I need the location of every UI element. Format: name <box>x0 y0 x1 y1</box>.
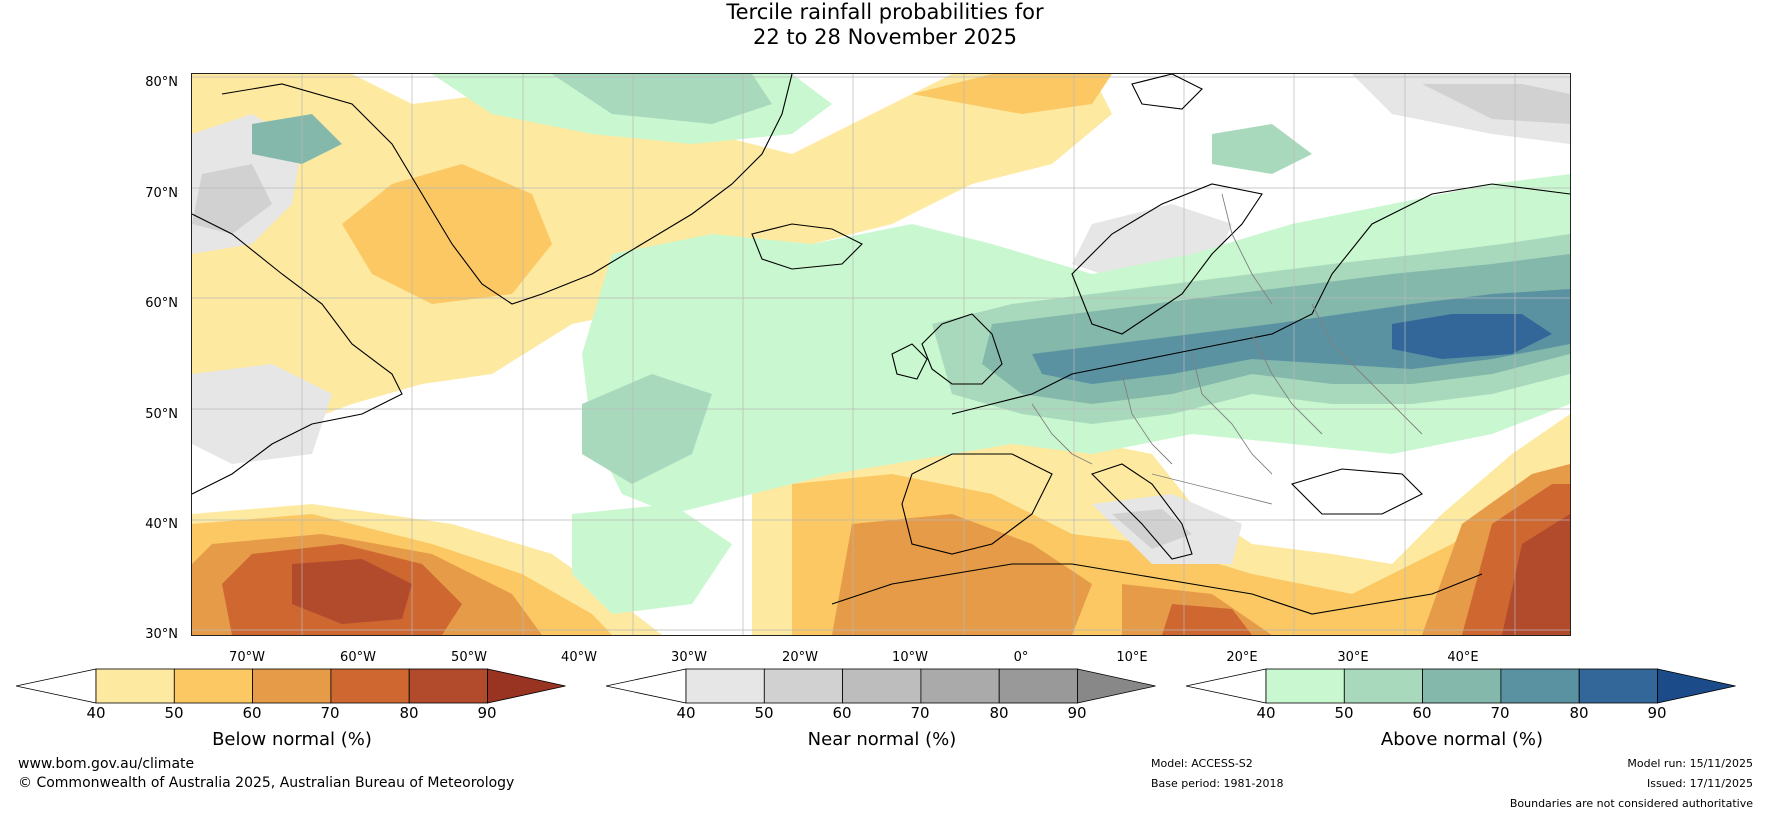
lat-label-30n: 30°N <box>145 627 178 642</box>
colorbar-title-above: Above normal (%) <box>1380 729 1544 750</box>
lon-label-20e: 20°E <box>1226 650 1258 665</box>
footer-model: Model: ACCESS-S2 <box>1151 757 1253 770</box>
near-normal-regions <box>192 74 1570 564</box>
footer-disclaimer: Boundaries are not considered authoritat… <box>1509 797 1753 810</box>
colorbar-above-segment <box>1578 668 1658 704</box>
lon-label-0: 0° <box>1013 650 1029 665</box>
coast-greenland <box>221 74 793 305</box>
tick-above-50: 50 <box>1334 704 1354 722</box>
lat-label-60n: 60°N <box>145 296 178 311</box>
coast-italy <box>1090 463 1193 560</box>
colorbar-below-segment <box>252 668 332 704</box>
colorbar-above-segment <box>1500 668 1580 704</box>
colorbar-below-normal <box>16 668 566 704</box>
lon-label-50w: 50°W <box>451 650 487 665</box>
colorbar-below-high-extend <box>487 668 566 704</box>
title-line-2: 22 to 28 November 2025 <box>753 25 1017 49</box>
colorbar-above-segment <box>1343 668 1424 704</box>
coast-mediterranean-south <box>831 563 1483 615</box>
colorbar-near-segment <box>842 668 922 704</box>
colorbar-below-segment <box>330 668 410 704</box>
tick-near-70: 70 <box>910 704 930 722</box>
footer-copyright: © Commonwealth of Australia 2025, Austra… <box>18 775 515 791</box>
tick-below-50: 50 <box>164 704 184 722</box>
footer-issued: Issued: 17/11/2025 <box>1646 777 1753 790</box>
coast-iceland <box>751 223 863 270</box>
map-canvas <box>192 74 1570 635</box>
tick-above-90: 90 <box>1647 704 1667 722</box>
footer-website: www.bom.gov.au/climate <box>18 756 195 772</box>
tercile-map <box>191 73 1571 636</box>
tick-below-90: 90 <box>477 704 497 722</box>
lat-label-80n: 80°N <box>145 75 178 90</box>
coast-svalbard <box>1131 74 1203 110</box>
colorbar-near-high-extend <box>1077 668 1156 704</box>
lon-label-10w: 10°W <box>892 650 928 665</box>
tick-above-60: 60 <box>1412 704 1432 722</box>
colorbar-near-segment <box>998 668 1078 704</box>
colorbar-above-segment <box>1265 668 1345 704</box>
lat-label-50n: 50°N <box>145 407 178 422</box>
tick-near-40: 40 <box>676 704 696 722</box>
lon-label-60w: 60°W <box>340 650 376 665</box>
footer-model-run: Model run: 15/11/2025 <box>1627 757 1753 770</box>
lon-label-30e: 30°E <box>1337 650 1369 665</box>
tick-near-90: 90 <box>1067 704 1087 722</box>
colorbar-near-segment <box>685 668 765 704</box>
tick-above-40: 40 <box>1256 704 1276 722</box>
title-line-1: Tercile rainfall probabilities for <box>726 0 1044 24</box>
tick-near-80: 80 <box>989 704 1009 722</box>
colorbar-below-segment <box>408 668 488 704</box>
colorbar-near-segment <box>920 668 1000 704</box>
colorbar-near-low-extend <box>606 668 687 704</box>
lon-label-70w: 70°W <box>229 650 265 665</box>
coast-black-sea <box>1290 468 1423 515</box>
lat-label-70n: 70°N <box>145 186 178 201</box>
colorbar-near-segment <box>763 668 844 704</box>
country-borders <box>1031 193 1423 505</box>
colorbar-above-low-extend <box>1186 668 1267 704</box>
tick-above-70: 70 <box>1490 704 1510 722</box>
coast-britain <box>921 313 1003 385</box>
lon-label-30w: 30°W <box>671 650 707 665</box>
colorbar-above-segment <box>1422 668 1502 704</box>
colorbar-title-near: Near normal (%) <box>807 729 957 750</box>
coast-labrador <box>192 213 403 495</box>
coast-ireland <box>891 343 928 380</box>
tick-near-50: 50 <box>754 704 774 722</box>
colorbar-above-high-extend <box>1657 668 1736 704</box>
lon-label-40w: 40°W <box>561 650 597 665</box>
lon-label-20w: 20°W <box>782 650 818 665</box>
coast-scandinavia <box>1071 183 1263 335</box>
colorbar-below-segment <box>173 668 254 704</box>
colorbar-near-normal <box>606 668 1156 704</box>
coast-europe <box>951 183 1570 415</box>
map-title: Tercile rainfall probabilities for 22 to… <box>0 0 1770 50</box>
below-normal-regions <box>192 74 1570 635</box>
coast-iberia <box>901 453 1053 555</box>
lon-label-40e: 40°E <box>1447 650 1479 665</box>
tick-below-70: 70 <box>320 704 340 722</box>
lat-label-40n: 40°N <box>145 517 178 532</box>
footer-base-period: Base period: 1981-2018 <box>1151 777 1284 790</box>
lon-label-10e: 10°E <box>1116 650 1148 665</box>
colorbar-title-below: Below normal (%) <box>212 729 372 750</box>
tick-below-80: 80 <box>399 704 419 722</box>
colorbar-below-low-extend <box>16 668 97 704</box>
tick-below-60: 60 <box>242 704 262 722</box>
coastlines <box>192 74 1570 615</box>
tick-near-60: 60 <box>832 704 852 722</box>
above-normal-regions <box>252 74 1570 614</box>
map-gridlines <box>192 74 1570 635</box>
colorbar-above-normal <box>1186 668 1736 704</box>
tick-above-80: 80 <box>1569 704 1589 722</box>
tick-below-40: 40 <box>86 704 106 722</box>
colorbar-below-segment <box>95 668 175 704</box>
